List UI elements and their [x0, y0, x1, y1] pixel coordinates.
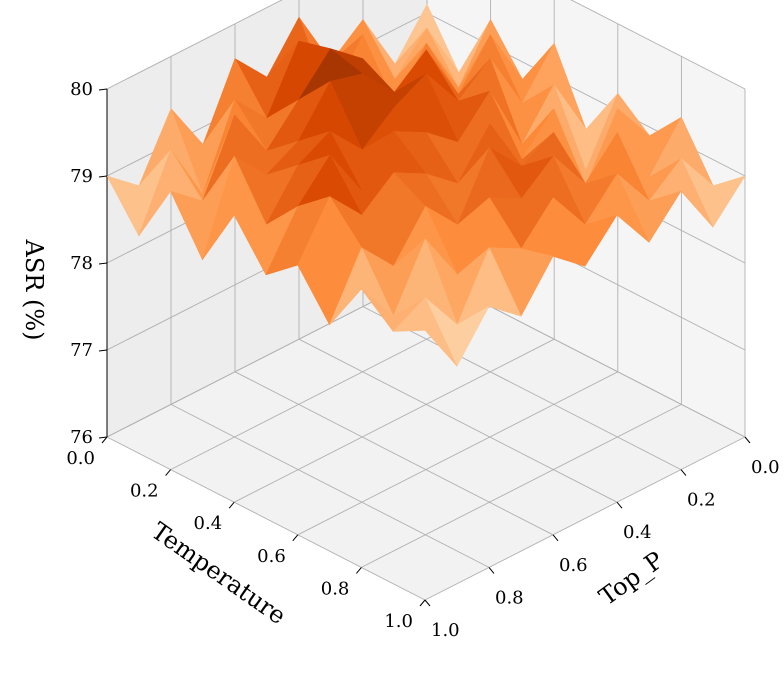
floor-grid-line: [170, 403, 490, 568]
y-tick-label: 0.6: [559, 555, 588, 576]
y-axis-label: Top_P: [594, 546, 669, 611]
z-tick-mark: [98, 436, 108, 439]
y-tick-mark: [552, 534, 559, 542]
z-tick-mark: [98, 262, 108, 265]
x-tick-label: 0.6: [257, 546, 286, 567]
surface-facet: [392, 297, 458, 367]
y-tick-label: 0.8: [495, 587, 524, 608]
floor-grid-line: [298, 338, 618, 503]
z-tick-label: 77: [70, 340, 93, 361]
z-tick-mark: [98, 175, 108, 178]
floor-grid-line: [234, 371, 554, 536]
x-tick-label: 1.0: [384, 611, 413, 632]
x-tick-label: 0.0: [66, 448, 95, 469]
z-tick-mark: [98, 349, 108, 352]
axis-ticks: 76 77 78 79 80 0.0 0.2 0.4 0.6 0.8 1.0 0.0 0.2 0.4 0.6…: [66, 79, 779, 641]
y-tick-mark: [680, 469, 687, 476]
x-tick-mark: [419, 599, 426, 607]
floor-grid-line: [233, 338, 555, 503]
floor-grid-line: [361, 403, 682, 568]
y-tick-label: 0.2: [687, 490, 716, 511]
x-tick-label: 0.8: [321, 578, 350, 599]
y-tick-mark: [744, 436, 751, 444]
z-axis-label: ASR (%): [20, 238, 48, 340]
z-tick-label: 79: [70, 166, 93, 187]
floor-grid-line: [362, 306, 682, 471]
left-wall-grid-line: [106, 0, 283, 90]
x-tick-label: 0.2: [130, 481, 159, 502]
y-tick-label: 0.0: [751, 457, 780, 478]
z-tick-label: 78: [70, 253, 93, 274]
x-tick-mark: [228, 501, 235, 509]
y-tick-mark: [488, 567, 495, 574]
floor-grid-line: [424, 436, 746, 601]
z-tick-label: 76: [70, 427, 93, 448]
z-tick-label: 80: [70, 79, 93, 100]
x-tick-mark: [101, 436, 108, 444]
x-tick-label: 0.4: [194, 513, 223, 534]
y-tick-label: 0.4: [623, 522, 652, 543]
floor-grid-line: [106, 436, 426, 601]
y-tick-mark: [424, 599, 431, 607]
z-tick-mark: [98, 88, 108, 91]
y-tick-label: 1.0: [431, 620, 460, 641]
floor-grid-line: [297, 371, 619, 536]
x-tick-mark: [292, 534, 299, 542]
surface-mesh: [106, 4, 746, 367]
right-wall-grid-line: [570, 0, 746, 90]
x-tick-mark: [356, 567, 362, 574]
x-tick-mark: [165, 469, 171, 476]
y-tick-mark: [616, 501, 623, 509]
